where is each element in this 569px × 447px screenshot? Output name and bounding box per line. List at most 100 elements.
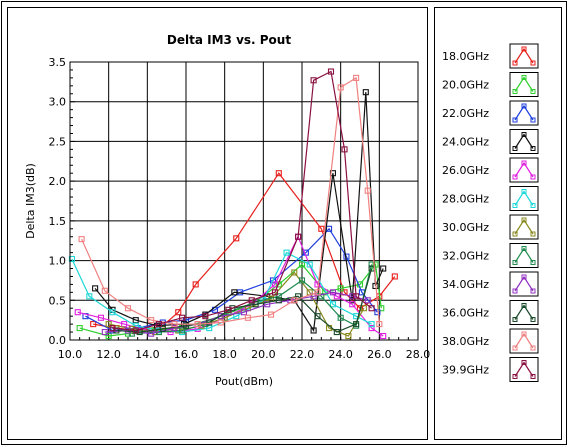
data-point — [206, 325, 213, 332]
data-point — [329, 301, 336, 308]
legend-swatch-marker — [512, 174, 518, 180]
legend-item: 32.0GHz — [442, 243, 539, 268]
legend-swatch-box — [509, 328, 539, 354]
data-point — [76, 325, 83, 332]
legend-swatch-box — [509, 72, 539, 97]
legend-swatch-line — [514, 247, 534, 263]
series-line — [116, 268, 373, 333]
legend-swatch-line — [514, 104, 534, 121]
data-point — [376, 321, 383, 328]
data-point — [101, 287, 108, 294]
legend-swatch-marker — [512, 345, 518, 351]
x-tick-label: 20.0 — [251, 348, 276, 361]
legend-swatch-line — [514, 190, 534, 206]
series-38-0GHz — [78, 74, 383, 328]
data-point — [283, 249, 290, 256]
data-point — [109, 325, 116, 332]
legend-label: 32.0GHz — [442, 250, 489, 263]
legend-swatch-marker — [512, 317, 518, 322]
data-point — [345, 332, 352, 340]
legend-label: 36.0GHz — [442, 307, 489, 320]
data-point — [275, 293, 282, 300]
legend: 18.0GHz 20.0GHz 22.0GHz 24.0GHz 26.0GHz 28.0G… — [442, 43, 539, 382]
series-line — [112, 70, 372, 332]
legend-swatch-marker — [521, 75, 527, 80]
data-point — [364, 297, 371, 304]
legend-swatch-marker — [512, 117, 518, 123]
data-point — [362, 89, 369, 96]
data-point — [349, 301, 356, 308]
y-tick-label: 0.0 — [49, 334, 67, 347]
series-line — [81, 76, 380, 325]
data-point — [252, 301, 259, 308]
legend-swatch-line — [514, 361, 534, 377]
data-point — [271, 289, 278, 296]
legend-item: 20.0GHz — [442, 72, 539, 97]
data-point — [368, 325, 375, 332]
data-point — [275, 170, 282, 177]
x-tick-label: 18.0 — [212, 348, 237, 361]
data-point — [109, 309, 116, 316]
data-point — [121, 321, 128, 328]
y-tick-label: 2.5 — [49, 135, 67, 148]
legend-panel — [434, 7, 562, 440]
data-point — [368, 321, 375, 328]
legend-swatch-marker — [521, 132, 527, 137]
data-point — [298, 277, 306, 284]
legend-swatch-marker — [530, 89, 536, 94]
data-point — [229, 305, 236, 312]
data-point — [349, 297, 356, 304]
legend-item: 24.0GHz — [442, 129, 539, 154]
x-tick-label: 22.0 — [290, 348, 315, 361]
legend-swatch-box — [509, 157, 539, 183]
data-point — [337, 285, 344, 292]
legend-item: 22.0GHz — [442, 100, 539, 126]
legend-swatch-marker — [521, 160, 527, 166]
data-point — [337, 314, 344, 321]
legend-swatch-marker — [530, 345, 536, 351]
legend-swatch-marker — [530, 374, 536, 379]
series-36-0GHz — [113, 265, 375, 336]
data-point — [391, 273, 398, 280]
legend-label: 28.0GHz — [442, 193, 489, 206]
legend-item: 36.0GHz — [442, 300, 539, 325]
y-tick-label: 3.0 — [49, 96, 67, 109]
data-point — [318, 293, 325, 300]
legend-swatch-marker — [530, 146, 536, 151]
x-axis-label: Pout(dBm) — [215, 375, 273, 388]
data-point — [179, 327, 186, 334]
legend-swatch-line — [514, 161, 534, 178]
data-point — [202, 313, 209, 320]
legend-label: 38.0GHz — [442, 335, 489, 348]
data-point — [233, 235, 240, 242]
data-point — [105, 332, 112, 340]
series-24-0GHz — [92, 89, 387, 334]
legend-swatch-marker — [521, 331, 527, 337]
data-point — [337, 84, 344, 91]
data-point — [269, 277, 277, 284]
data-point — [86, 293, 93, 300]
legend-swatch-marker — [521, 246, 527, 251]
data-point — [310, 327, 317, 334]
legend-label: 20.0GHz — [442, 79, 489, 92]
legend-swatch-marker — [530, 317, 536, 322]
data-point — [97, 314, 104, 321]
legend-swatch-marker — [521, 46, 527, 52]
legend-label: 30.0GHz — [442, 221, 489, 234]
data-point — [194, 321, 201, 328]
data-point — [360, 305, 367, 312]
legend-swatch-marker — [521, 303, 527, 308]
legend-swatch-marker — [512, 60, 518, 66]
legend-swatch-line — [514, 218, 534, 235]
series-32-0GHz — [128, 261, 375, 337]
data-point — [327, 68, 335, 75]
data-point — [353, 74, 360, 81]
data-point — [90, 321, 97, 328]
series-group — [68, 68, 398, 340]
legend-swatch-marker — [521, 189, 527, 194]
data-point — [329, 289, 336, 296]
data-point — [171, 321, 178, 328]
data-point — [231, 289, 238, 296]
legend-swatch-box — [509, 271, 539, 297]
